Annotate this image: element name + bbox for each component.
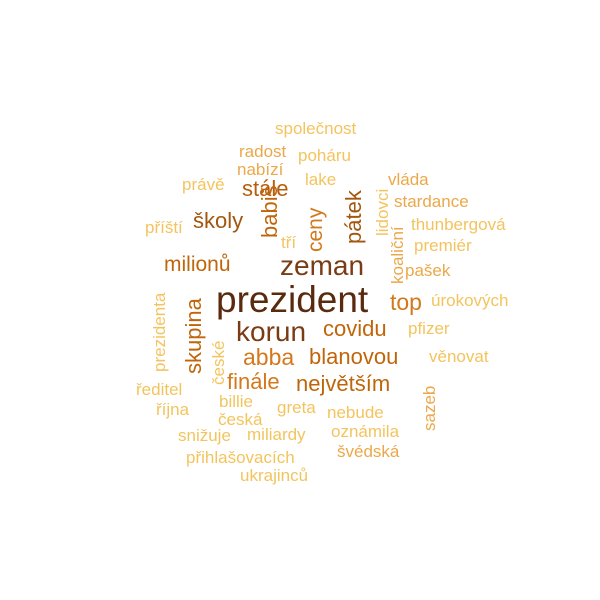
word-prezident: prezident	[216, 279, 369, 320]
word-spolecnost: společnost	[275, 119, 357, 138]
word-top: top	[390, 289, 422, 315]
word-ceny: ceny	[304, 207, 327, 252]
word-tri: tří	[281, 233, 297, 252]
word-billie: billie	[219, 392, 254, 411]
word-prihlasovacich: přihlašovacích	[186, 448, 295, 467]
word-vlada: vláda	[388, 170, 429, 189]
word-pfizer: pfizer	[408, 319, 450, 338]
word-oznamila: oznámila	[331, 422, 400, 441]
word-finale: finále	[227, 369, 280, 394]
word-abba: abba	[243, 344, 295, 370]
word-babis: babiš	[257, 185, 282, 238]
word-prezidenta: prezidenta	[150, 292, 169, 372]
word-nebude: nebude	[327, 403, 384, 422]
word-lake: lake	[305, 170, 337, 189]
word-stale: stále	[242, 176, 289, 201]
word-radost: radost	[239, 142, 287, 161]
word-milionu: milionů	[164, 253, 231, 276]
word-rijna: října	[156, 400, 190, 419]
word-prave: právě	[182, 175, 225, 194]
word-blanovou: blanovou	[309, 344, 399, 369]
word-premier: premiér	[414, 236, 472, 255]
word-thunbergova: thunbergová	[411, 215, 506, 234]
word-zeman: zeman	[280, 250, 365, 281]
word-patek: pátek	[341, 190, 366, 244]
word-svedska: švédská	[337, 442, 400, 461]
word-nabizi: nabízí	[237, 160, 284, 179]
word-skupina: skupina	[181, 298, 206, 374]
word-miliardy: miliardy	[247, 425, 306, 444]
word-nejvetsim: největším	[296, 371, 391, 396]
word-greta: greta	[277, 398, 316, 417]
word-ukrajincu: ukrajinců	[240, 466, 309, 485]
word-pasek: pašek	[405, 261, 451, 280]
word-ceska: česká	[218, 410, 263, 429]
word-skoly: školy	[193, 208, 244, 233]
word-ceske: české	[209, 340, 228, 385]
word-stardance: stardance	[394, 192, 469, 211]
word-reditel: ředitel	[136, 380, 183, 399]
word-covidu: covidu	[323, 316, 387, 341]
word-venovat: věnovat	[429, 347, 489, 366]
word-snizuje: snižuje	[178, 426, 231, 445]
word-korun: korun	[236, 316, 307, 347]
word-urokovych: úrokových	[431, 291, 509, 310]
word-pristi: příští	[145, 218, 183, 237]
word-poharu: poháru	[298, 146, 351, 165]
word-sazeb: sazeb	[420, 385, 439, 431]
word-koalicni: koaliční	[388, 226, 407, 284]
